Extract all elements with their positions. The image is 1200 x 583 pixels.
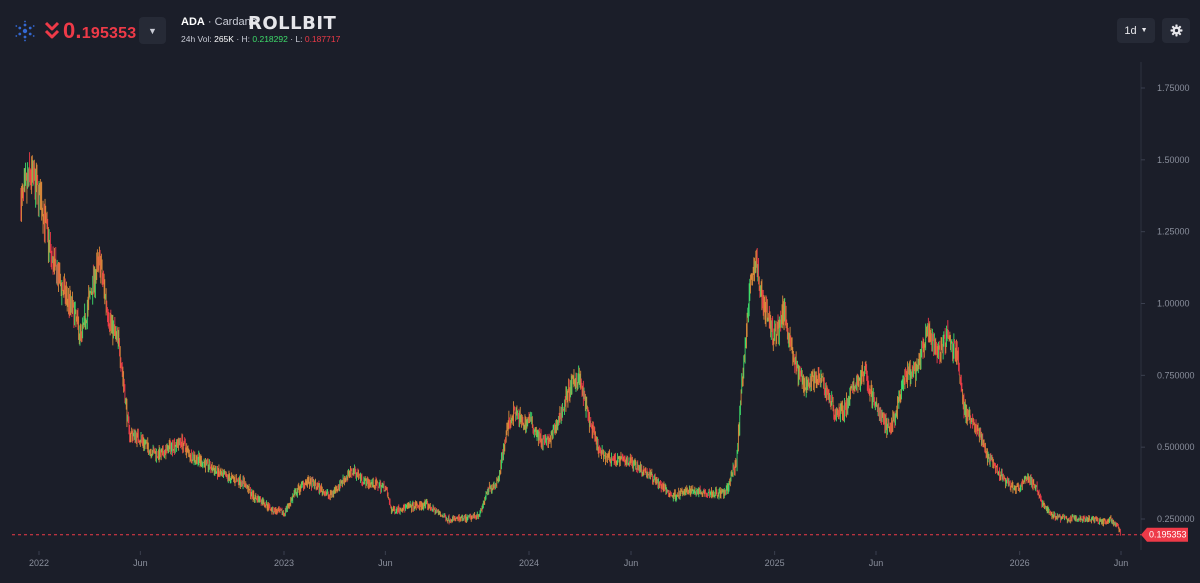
- name-separator: ·: [204, 16, 215, 28]
- caret-down-icon: ▼: [148, 25, 157, 36]
- x-tick-label: 2022: [29, 558, 49, 568]
- candle-layer: [20, 152, 1121, 536]
- brand-logo: ROLLBIT: [248, 13, 337, 34]
- y-tick-label: 1.25000: [1157, 227, 1190, 237]
- y-tick-label: 1.00000: [1157, 299, 1190, 309]
- low-value: 0.187717: [304, 34, 341, 44]
- x-tick-label: Jun: [869, 558, 884, 568]
- y-tick-label: 1.75000: [1157, 83, 1190, 93]
- market-dropdown-button[interactable]: ▼: [139, 17, 166, 44]
- x-tick-label: Jun: [1114, 558, 1129, 568]
- vol-label: 24h Vol:: [181, 34, 215, 44]
- x-tick-label: 2024: [519, 558, 539, 568]
- market-info: ADA · Cardano 24h Vol: 265K · H: 0.21829…: [181, 16, 340, 44]
- header: 0.195353 ▼ ADA · Cardano 24h Vol: 265K ·…: [0, 0, 1200, 62]
- settings-button[interactable]: [1162, 18, 1190, 43]
- x-tick-label: 2025: [765, 558, 785, 568]
- gear-icon: [1170, 24, 1182, 37]
- x-axis: 2022 Jun 2023 Jun 2024 Jun 2025 Jun 2026 Jun: [29, 551, 1128, 568]
- price-down-icon: [44, 21, 60, 39]
- price-integer: 0.: [63, 18, 82, 43]
- timeframe-label: 1d: [1124, 24, 1137, 37]
- stats-line: 24h Vol: 265K · H: 0.218292 · L: 0.18771…: [181, 34, 340, 44]
- current-price-tag: 0.195353: [1141, 527, 1188, 542]
- timeframe-button[interactable]: 1d ▼: [1117, 18, 1155, 43]
- coin-name: Cardano: [214, 16, 257, 28]
- high-value: 0.218292: [252, 34, 288, 44]
- x-tick-label: Jun: [133, 558, 148, 568]
- cardano-logo-icon: [15, 20, 35, 42]
- current-price-label: 0.195353: [1149, 530, 1187, 540]
- current-price: 0.195353: [63, 17, 136, 48]
- low-label: · L:: [287, 34, 305, 44]
- caret-down-icon: ▼: [1140, 27, 1148, 34]
- x-tick-label: 2023: [274, 558, 294, 568]
- y-tick-label: 0.250000: [1157, 514, 1195, 524]
- x-tick-label: Jun: [624, 558, 639, 568]
- x-tick-label: Jun: [378, 558, 393, 568]
- y-tick-label: 0.750000: [1157, 370, 1195, 380]
- y-tick-label: 1.50000: [1157, 155, 1190, 165]
- x-tick-label: 2026: [1010, 558, 1030, 568]
- vol-value: 265K: [214, 34, 234, 44]
- price-decimals: 195353: [81, 25, 137, 42]
- symbol: ADA: [181, 16, 205, 28]
- high-label: · H:: [233, 34, 253, 44]
- y-tick-label: 0.500000: [1157, 442, 1195, 452]
- y-axis: 0.250000 0.500000 0.750000 1.00000 1.25000 1.…: [1141, 83, 1195, 524]
